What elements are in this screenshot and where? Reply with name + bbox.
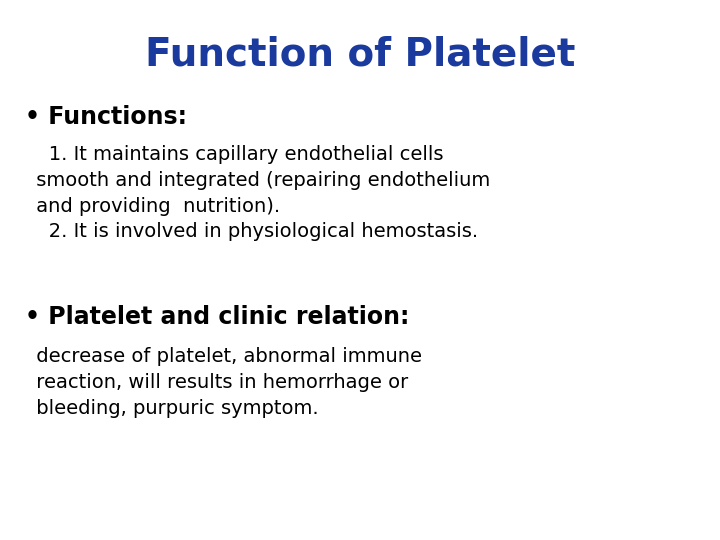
- Text: Function of Platelet: Function of Platelet: [145, 35, 575, 73]
- Text: • Functions:: • Functions:: [25, 105, 187, 129]
- Text: 1. It maintains capillary endothelial cells
 smooth and integrated (repairing en: 1. It maintains capillary endothelial ce…: [30, 145, 490, 241]
- Text: • Platelet and clinic relation:: • Platelet and clinic relation:: [25, 305, 410, 329]
- Text: decrease of platelet, abnormal immune
 reaction, will results in hemorrhage or
 : decrease of platelet, abnormal immune re…: [30, 347, 422, 417]
